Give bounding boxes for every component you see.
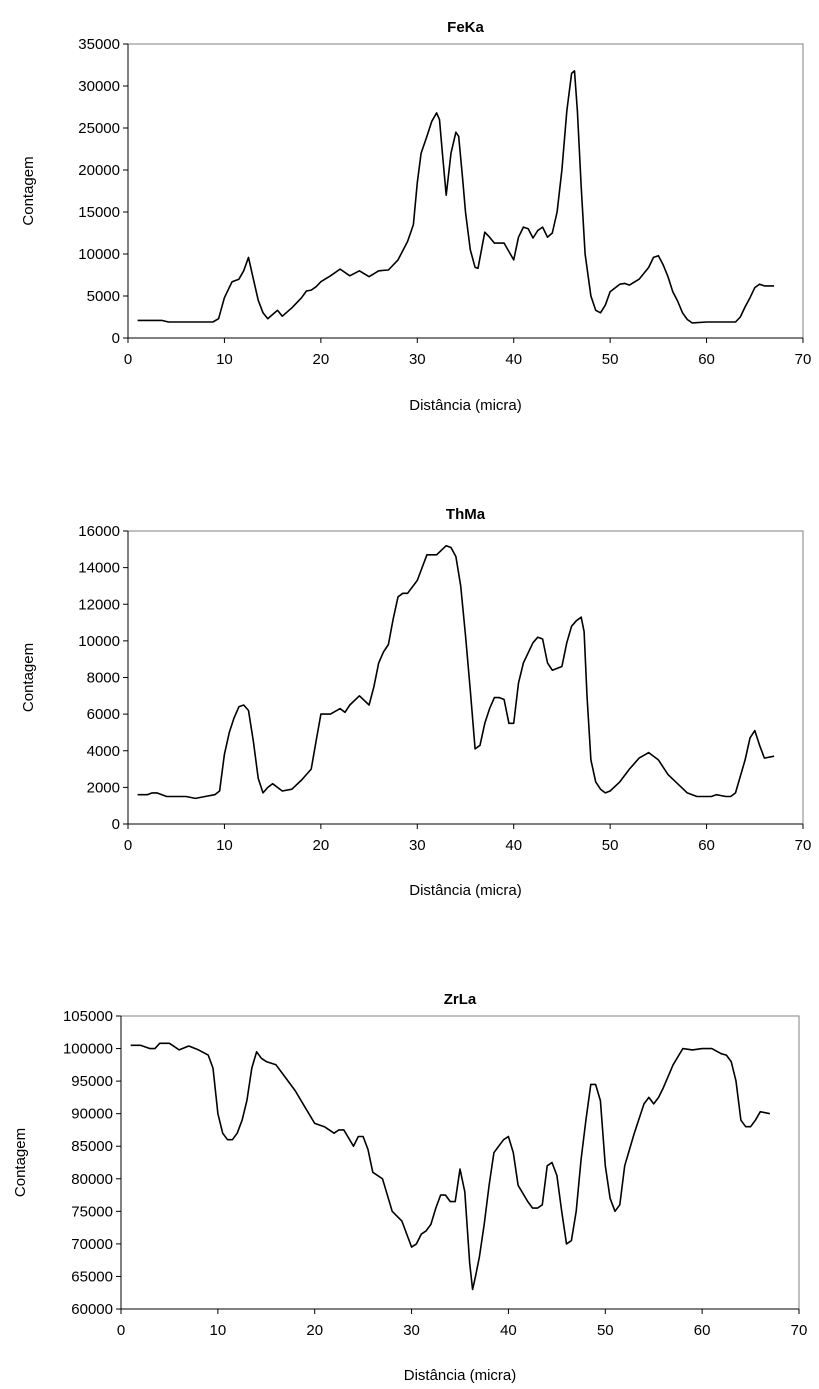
y-tick-label: 6000 [87,706,120,723]
chart-title: ZrLa [444,991,477,1008]
y-tick-label: 75000 [71,1203,113,1220]
chart-title: ThMa [446,506,486,523]
x-tick-label: 40 [505,837,522,854]
y-tick-label: 4000 [87,743,120,760]
x-tick-label: 20 [306,1322,323,1339]
x-tick-label: 10 [216,351,233,368]
chart-title: FeKa [447,19,484,36]
x-tick-label: 20 [313,351,330,368]
x-tick-label: 60 [698,837,715,854]
y-tick-label: 5000 [87,288,120,305]
x-tick-label: 50 [597,1322,614,1339]
y-tick-label: 105000 [63,1008,113,1025]
x-tick-label: 0 [124,351,132,368]
x-tick-label: 70 [795,837,812,854]
x-tick-label: 30 [409,837,426,854]
y-tick-label: 25000 [78,120,120,137]
y-tick-label: 16000 [78,523,120,540]
series-line-0 [137,544,775,800]
y-tick-label: 100000 [63,1041,113,1058]
x-tick-label: 40 [505,351,522,368]
x-tick-label: 30 [409,351,426,368]
chart-1: ThMa 0 2000 4000 6000 8000 10000 12000 14000 1600… [20,506,811,899]
y-tick-label: 2000 [87,779,120,796]
plot-area [127,530,804,825]
x-tick-label: 20 [313,837,330,854]
x-axis-label: Distância (micra) [409,397,522,414]
x-axis-label: Distância (micra) [404,1367,517,1384]
y-tick-label: 30000 [78,78,120,95]
y-tick-label: 8000 [87,670,120,687]
x-tick-label: 30 [403,1322,420,1339]
x-tick-label: 40 [500,1322,517,1339]
x-tick-label: 10 [210,1322,227,1339]
chart-2: ZrLa 60000 65000 70000 75000 80000 85000 90000 9… [12,991,807,1384]
x-tick-label: 70 [791,1322,808,1339]
x-axis-label: Distância (micra) [409,882,522,899]
x-tick-label: 50 [602,837,619,854]
y-tick-label: 14000 [78,560,120,577]
y-tick-label: 65000 [71,1268,113,1285]
plot-area [127,43,804,339]
y-tick-label: 15000 [78,204,120,221]
y-tick-label: 80000 [71,1171,113,1188]
series-line-0 [137,70,775,324]
x-tick-label: 60 [694,1322,711,1339]
y-tick-label: 20000 [78,162,120,179]
y-tick-label: 95000 [71,1073,113,1090]
y-axis-label: Contagem [12,1128,29,1197]
y-tick-label: 10000 [78,246,120,263]
y-axis-label: Contagem [20,156,37,225]
x-tick-label: 50 [602,351,619,368]
x-tick-label: 10 [216,837,233,854]
plot-area [120,1015,800,1310]
y-tick-label: 0 [112,816,120,833]
y-tick-label: 60000 [71,1301,113,1318]
y-tick-label: 10000 [78,633,120,650]
chart-0: FeKa 0 5000 10000 15000 20000 25000 30000 35000 0… [20,19,811,414]
y-tick-label: 12000 [78,596,120,613]
y-axis-label: Contagem [20,643,37,712]
y-tick-label: 35000 [78,36,120,53]
y-tick-label: 90000 [71,1106,113,1123]
x-tick-label: 60 [698,351,715,368]
y-tick-label: 0 [112,330,120,347]
x-tick-label: 0 [117,1322,125,1339]
y-tick-label: 70000 [71,1236,113,1253]
x-tick-label: 0 [124,837,132,854]
y-tick-label: 85000 [71,1138,113,1155]
x-tick-label: 70 [795,351,812,368]
series-line-0 [130,1042,771,1291]
